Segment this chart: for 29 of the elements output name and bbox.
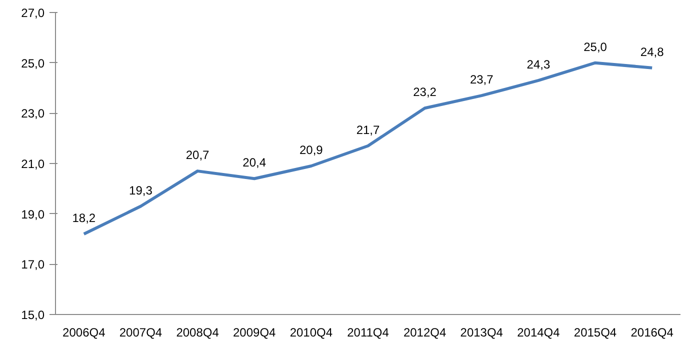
data-label: 24,3 [526,57,550,72]
y-tick-label: 21,0 [21,157,45,171]
data-label: 20,9 [300,143,324,158]
data-label: 25,0 [584,40,608,54]
data-label: 18,2 [72,210,96,225]
y-tick-label: 23,0 [21,106,45,121]
x-tick-label: 2009Q4 [233,326,276,340]
x-tick-label: 2008Q4 [176,326,220,340]
y-tick-label: 15,0 [21,308,45,322]
x-tick-label: 2015Q4 [574,326,617,340]
y-tick-label: 27,0 [21,6,45,20]
data-label: 23,7 [470,72,494,87]
data-label: 21,7 [356,122,380,137]
x-tick-label: 2010Q4 [290,326,333,340]
data-label: 20,4 [242,156,266,170]
data-label: 19,3 [129,183,153,198]
y-tick-label: 17,0 [21,258,45,272]
x-tick-label: 2007Q4 [119,326,162,340]
x-tick-label: 2006Q4 [62,326,106,340]
x-tick-label: 2013Q4 [460,326,504,340]
x-tick-label: 2014Q4 [517,326,560,340]
data-label: 24,8 [640,44,664,59]
data-label: 20,7 [186,148,210,162]
y-tick-label: 19,0 [21,207,45,222]
x-tick-label: 2011Q4 [347,326,390,340]
x-tick-label: 2016Q4 [630,326,674,340]
x-tick-label: 2012Q4 [403,326,446,340]
data-label: 23,2 [413,85,437,100]
y-tick-label: 25,0 [21,56,45,70]
